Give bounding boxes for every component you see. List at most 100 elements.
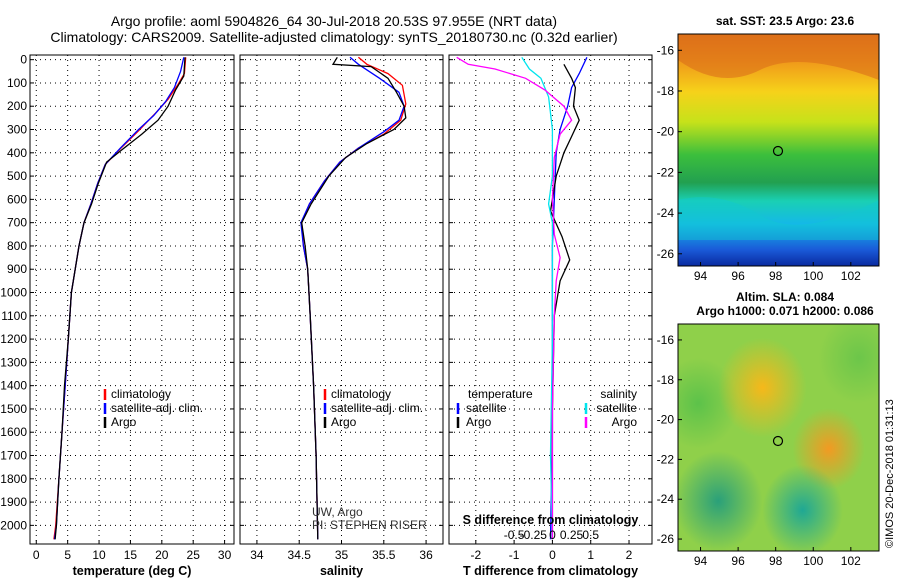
legend-label: Argo [331, 415, 357, 429]
x2-tick-label: 0.25 [560, 528, 584, 542]
x-tick-label: 15 [124, 548, 138, 562]
x-tick-label: -1 [509, 548, 520, 562]
x-tick-label: 2 [626, 548, 633, 562]
y-tick-label: 1500 [0, 402, 27, 416]
y-tick-label: 700 [7, 216, 27, 230]
panel-salinity: 34 34.5 35 35.5 36 salinity climatologysatelli… [239, 54, 444, 578]
sst-argo-location-marker [772, 145, 784, 157]
y-tick-label: 600 [7, 192, 27, 206]
map-x-tick-label: 96 [731, 554, 745, 568]
map-x-tick-label: 94 [694, 269, 708, 283]
series-line-climatology [301, 56, 407, 540]
map-y-tick-label: -22 [657, 165, 675, 179]
y-tick-label: 1200 [0, 332, 27, 346]
series-line-argo [54, 57, 186, 540]
legend-label: satellite [596, 401, 637, 415]
map-y-tick-label: -22 [657, 452, 675, 466]
y-tick-label: 1800 [0, 472, 27, 486]
map-y-tick-label: -24 [657, 492, 675, 506]
legend-label: climatology [331, 387, 391, 401]
series-line-temperature-satellite [549, 57, 588, 540]
map-y-tick-label: -16 [657, 333, 675, 347]
y-tick-label: 1000 [0, 286, 27, 300]
x2-axis-label: S difference from climatology [463, 513, 639, 527]
x2-tick-label: -0.5 [504, 528, 525, 542]
map-y-tick-label: -20 [657, 125, 675, 139]
panel-annotation: UW, Argo [312, 505, 363, 519]
y-tick-label: 400 [7, 146, 27, 160]
x-axis-label: temperature (deg C) [73, 564, 192, 578]
map-x-tick-label: 98 [769, 554, 783, 568]
series-line-temperature-argo [549, 63, 580, 540]
map-y-tick-label: -24 [657, 206, 675, 220]
sst-map: sat. SST: 23.5 Argo: 23.6 94 96 98 100 102 -1… [657, 14, 880, 283]
legend-label: satellite-adj. clim. [111, 401, 203, 415]
x-tick-label: 10 [92, 548, 106, 562]
map-x-tick-label: 98 [769, 269, 783, 283]
x-tick-label: 30 [218, 548, 232, 562]
x-tick-label: 35.5 [372, 548, 396, 562]
panel-difference-from-climatology: -2 -1 0 1 2 T difference from climatology temp… [448, 54, 653, 578]
map-x-tick-label: 100 [803, 554, 823, 568]
x2-tick-label: 0 [549, 528, 556, 542]
map-y-tick-label: -16 [657, 43, 675, 57]
y-tick-label: 1600 [0, 425, 27, 439]
series-line-argo [301, 56, 407, 540]
y-tick-label: 300 [7, 123, 27, 137]
x-tick-label: 25 [187, 548, 201, 562]
map-y-tick-label: -20 [657, 413, 675, 427]
sla-argo-location-marker [772, 435, 784, 447]
x-axis-label: T difference from climatology [463, 564, 638, 578]
x-tick-label: 0 [33, 548, 40, 562]
y-tick-label: 1100 [1, 309, 27, 323]
series-line-satellite-adj-clim- [53, 57, 185, 540]
x2-tick-label: 0.5 [582, 528, 599, 542]
legend-label: satellite [466, 401, 507, 415]
sla-map: Altim. SLA: 0.084 Argo h1000: 0.071 h200… [657, 290, 880, 568]
legend-label: Argo [466, 415, 492, 429]
plot-frame [29, 54, 235, 545]
y-tick-label: 1300 [0, 355, 27, 369]
sst-map-title: sat. SST: 23.5 Argo: 23.6 [716, 14, 855, 28]
x-tick-label: -2 [470, 548, 481, 562]
x-tick-label: 5 [64, 548, 71, 562]
x-tick-label: 20 [155, 548, 169, 562]
y-tick-label: 500 [7, 169, 27, 183]
x-tick-label: 35 [335, 548, 349, 562]
legend-label: satellite-adj. clim. [331, 401, 423, 415]
x-axis-label: salinity [320, 564, 363, 578]
map-y-tick-label: -26 [657, 247, 675, 261]
map-x-tick-label: 100 [803, 269, 823, 283]
map-x-tick-label: 94 [694, 554, 708, 568]
legend-label: temperature [468, 387, 533, 401]
panel-temperature: 0 100 200 300 400 500 600 700 800 900 1000 1100 1200… [0, 53, 235, 578]
y-tick-label: 800 [7, 239, 27, 253]
legend-label: salinity [600, 387, 637, 401]
sla-map-subtitle: Argo h1000: 0.071 h2000: 0.086 [696, 304, 874, 318]
x-tick-label: 34 [250, 548, 264, 562]
y-tick-label: 200 [7, 99, 27, 113]
x-tick-label: 34.5 [288, 548, 312, 562]
map-y-tick-label: -18 [657, 84, 675, 98]
y-tick-label: 900 [7, 262, 27, 276]
sla-map-title: Altim. SLA: 0.084 [736, 290, 834, 304]
x2-tick-label: -0.25 [520, 528, 548, 542]
series-line-salinity-argo [456, 56, 573, 540]
series-line-salinity-satellite [521, 56, 554, 540]
legend-label: Argo [612, 415, 638, 429]
sst-map-frame [677, 33, 880, 267]
y-tick-label: 100 [7, 76, 27, 90]
x-tick-label: 1 [587, 548, 594, 562]
sla-map-frame [677, 323, 880, 552]
legend-label: Argo [111, 415, 137, 429]
x-tick-label: 36 [419, 548, 433, 562]
sst-cool-patch [678, 197, 879, 240]
map-y-tick-label: -18 [657, 373, 675, 387]
y-tick-label: 2000 [0, 518, 27, 532]
y-tick-label: 1400 [0, 379, 27, 393]
y-tick-label: 1900 [0, 495, 27, 509]
map-x-tick-label: 96 [731, 269, 745, 283]
title-line-1: Argo profile: aoml 5904826_64 30-Jul-201… [110, 13, 558, 29]
x-tick-label: 0 [549, 548, 556, 562]
